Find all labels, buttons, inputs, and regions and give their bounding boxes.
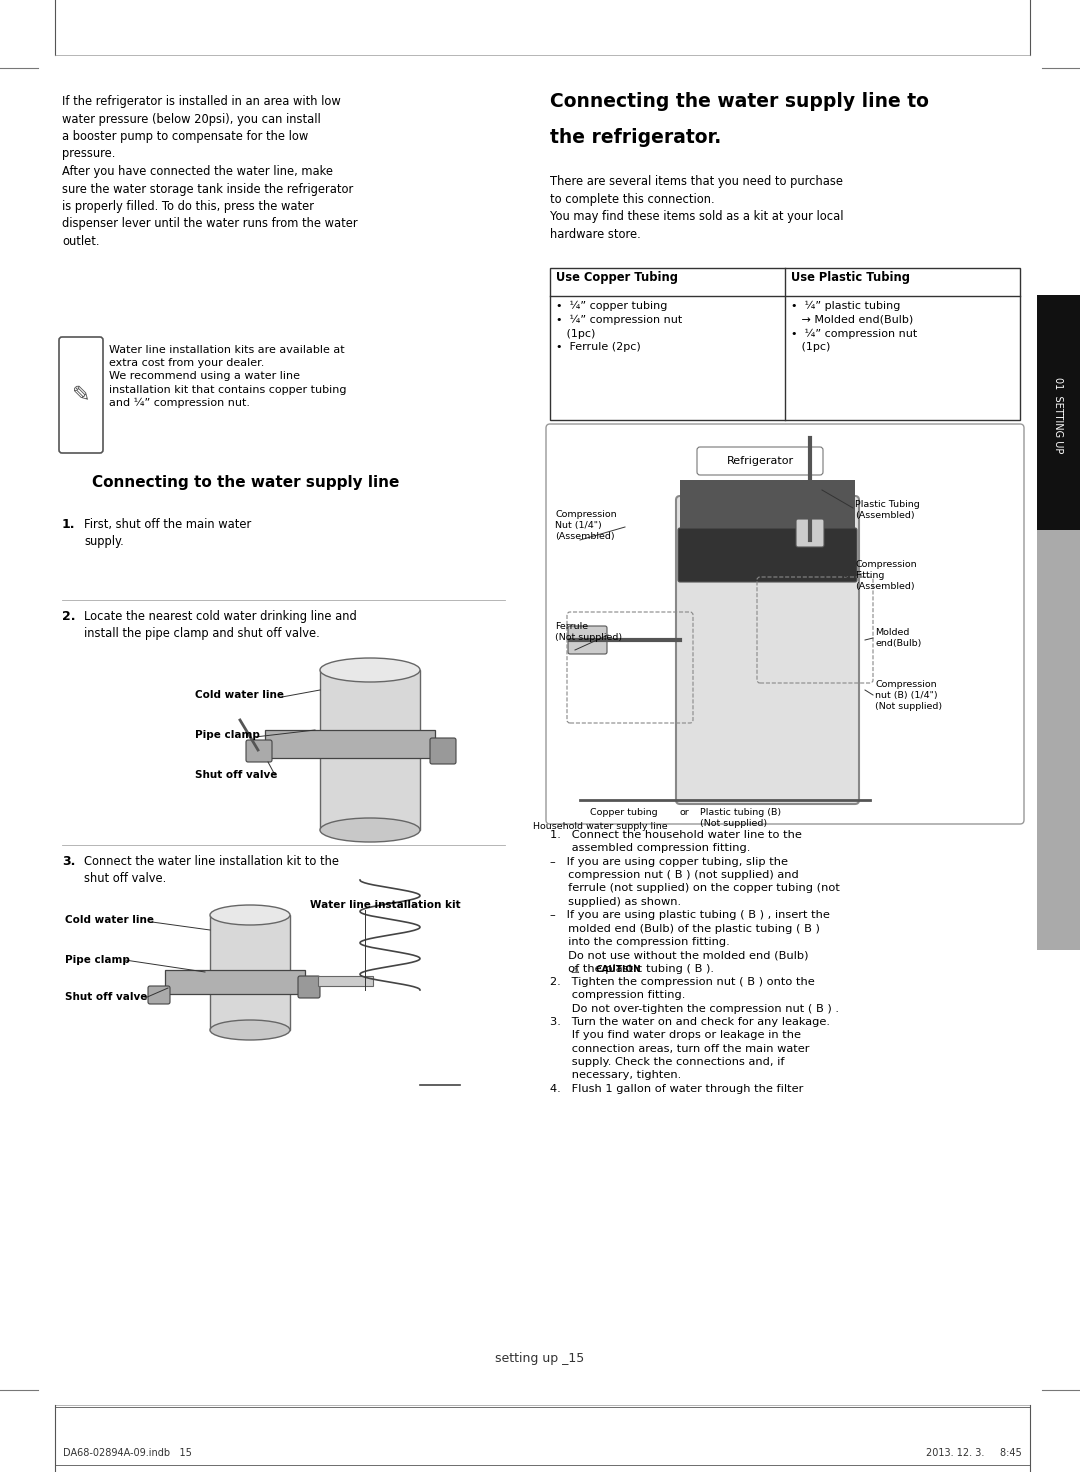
Text: Cold water line: Cold water line xyxy=(195,690,284,701)
Text: Use Copper Tubing: Use Copper Tubing xyxy=(556,271,678,284)
Text: Connect the water line installation kit to the
shut off valve.: Connect the water line installation kit … xyxy=(84,855,339,885)
Text: CAUTION: CAUTION xyxy=(595,966,640,974)
Text: Ferrule
(Not supplied): Ferrule (Not supplied) xyxy=(555,623,622,642)
Text: Plastic Tubing
(Assembled): Plastic Tubing (Assembled) xyxy=(855,500,920,520)
Text: ✎: ✎ xyxy=(71,386,91,405)
Text: or: or xyxy=(680,808,690,817)
Text: Locate the nearest cold water drinking line and
install the pipe clamp and shut : Locate the nearest cold water drinking l… xyxy=(84,609,356,640)
Text: 1.: 1. xyxy=(62,518,76,531)
Text: ⚠: ⚠ xyxy=(570,966,579,974)
Text: Water line installation kits are available at
extra cost from your dealer.
We re: Water line installation kits are availab… xyxy=(109,344,347,408)
FancyBboxPatch shape xyxy=(697,447,823,475)
Text: Pipe clamp: Pipe clamp xyxy=(195,730,260,740)
Text: Molded
end(Bulb): Molded end(Bulb) xyxy=(875,629,921,648)
FancyBboxPatch shape xyxy=(546,424,1024,824)
Text: There are several items that you need to purchase
to complete this connection.
Y: There are several items that you need to… xyxy=(550,175,843,240)
FancyBboxPatch shape xyxy=(568,626,607,654)
Text: 2.: 2. xyxy=(62,609,76,623)
Ellipse shape xyxy=(320,658,420,682)
Text: Refrigerator: Refrigerator xyxy=(727,456,794,467)
Text: Cold water line: Cold water line xyxy=(65,916,154,924)
Text: the refrigerator.: the refrigerator. xyxy=(550,128,721,147)
Bar xyxy=(1037,530,1080,949)
Bar xyxy=(165,970,305,994)
Ellipse shape xyxy=(210,1020,291,1041)
Bar xyxy=(680,480,855,530)
Ellipse shape xyxy=(210,905,291,924)
Text: DA68-02894A-09.indb   15: DA68-02894A-09.indb 15 xyxy=(63,1448,192,1457)
Text: •  ¼” plastic tubing
   → Molded end(Bulb)
•  ¼” compression nut
   (1pc): • ¼” plastic tubing → Molded end(Bulb) •… xyxy=(791,300,917,352)
Text: Household water supply line: Household water supply line xyxy=(532,821,667,832)
Text: Connecting the water supply line to: Connecting the water supply line to xyxy=(550,91,929,110)
Bar xyxy=(318,976,373,986)
Ellipse shape xyxy=(320,818,420,842)
Text: Copper tubing: Copper tubing xyxy=(590,808,658,817)
Text: •  ¼” copper tubing
•  ¼” compression nut
   (1pc)
•  Ferrule (2pc): • ¼” copper tubing • ¼” compression nut … xyxy=(556,300,683,352)
Text: First, shut off the main water
supply.: First, shut off the main water supply. xyxy=(84,518,252,548)
Text: Water line installation kit: Water line installation kit xyxy=(310,899,461,910)
Bar xyxy=(210,916,291,1030)
Text: Pipe clamp: Pipe clamp xyxy=(65,955,130,966)
FancyBboxPatch shape xyxy=(298,976,320,998)
Text: Use Plastic Tubing: Use Plastic Tubing xyxy=(791,271,910,284)
Bar xyxy=(55,1407,1030,1465)
FancyBboxPatch shape xyxy=(148,986,170,1004)
Text: If the refrigerator is installed in an area with low
water pressure (below 20psi: If the refrigerator is installed in an a… xyxy=(62,96,357,247)
FancyBboxPatch shape xyxy=(430,737,456,764)
FancyBboxPatch shape xyxy=(676,496,859,804)
Text: Connecting to the water supply line: Connecting to the water supply line xyxy=(92,475,400,490)
Bar xyxy=(265,730,435,758)
Bar xyxy=(320,670,420,830)
FancyBboxPatch shape xyxy=(796,520,824,548)
FancyBboxPatch shape xyxy=(246,740,272,762)
FancyBboxPatch shape xyxy=(59,337,103,453)
Text: 1.   Connect the household water line to the
      assembled compression fitting: 1. Connect the household water line to t… xyxy=(550,830,840,1094)
Text: Shut off valve: Shut off valve xyxy=(65,992,147,1002)
Text: Compression
nut (B) (1/4")
(Not supplied): Compression nut (B) (1/4") (Not supplied… xyxy=(875,680,942,711)
Bar xyxy=(550,268,1020,420)
Text: 2013. 12. 3.     8:45: 2013. 12. 3. 8:45 xyxy=(927,1448,1022,1457)
Text: Compression
Fitting
(Assembled): Compression Fitting (Assembled) xyxy=(855,559,917,592)
Text: Plastic tubing (B)
(Not supplied): Plastic tubing (B) (Not supplied) xyxy=(700,808,781,829)
Text: 01  SETTING UP: 01 SETTING UP xyxy=(1053,377,1063,453)
Text: 3.: 3. xyxy=(62,855,76,868)
Text: Shut off valve: Shut off valve xyxy=(195,770,278,780)
FancyBboxPatch shape xyxy=(678,528,858,581)
Bar xyxy=(1037,294,1080,530)
Text: Compression
Nut (1/4")
(Assembled): Compression Nut (1/4") (Assembled) xyxy=(555,509,617,542)
Text: setting up _15: setting up _15 xyxy=(496,1351,584,1365)
